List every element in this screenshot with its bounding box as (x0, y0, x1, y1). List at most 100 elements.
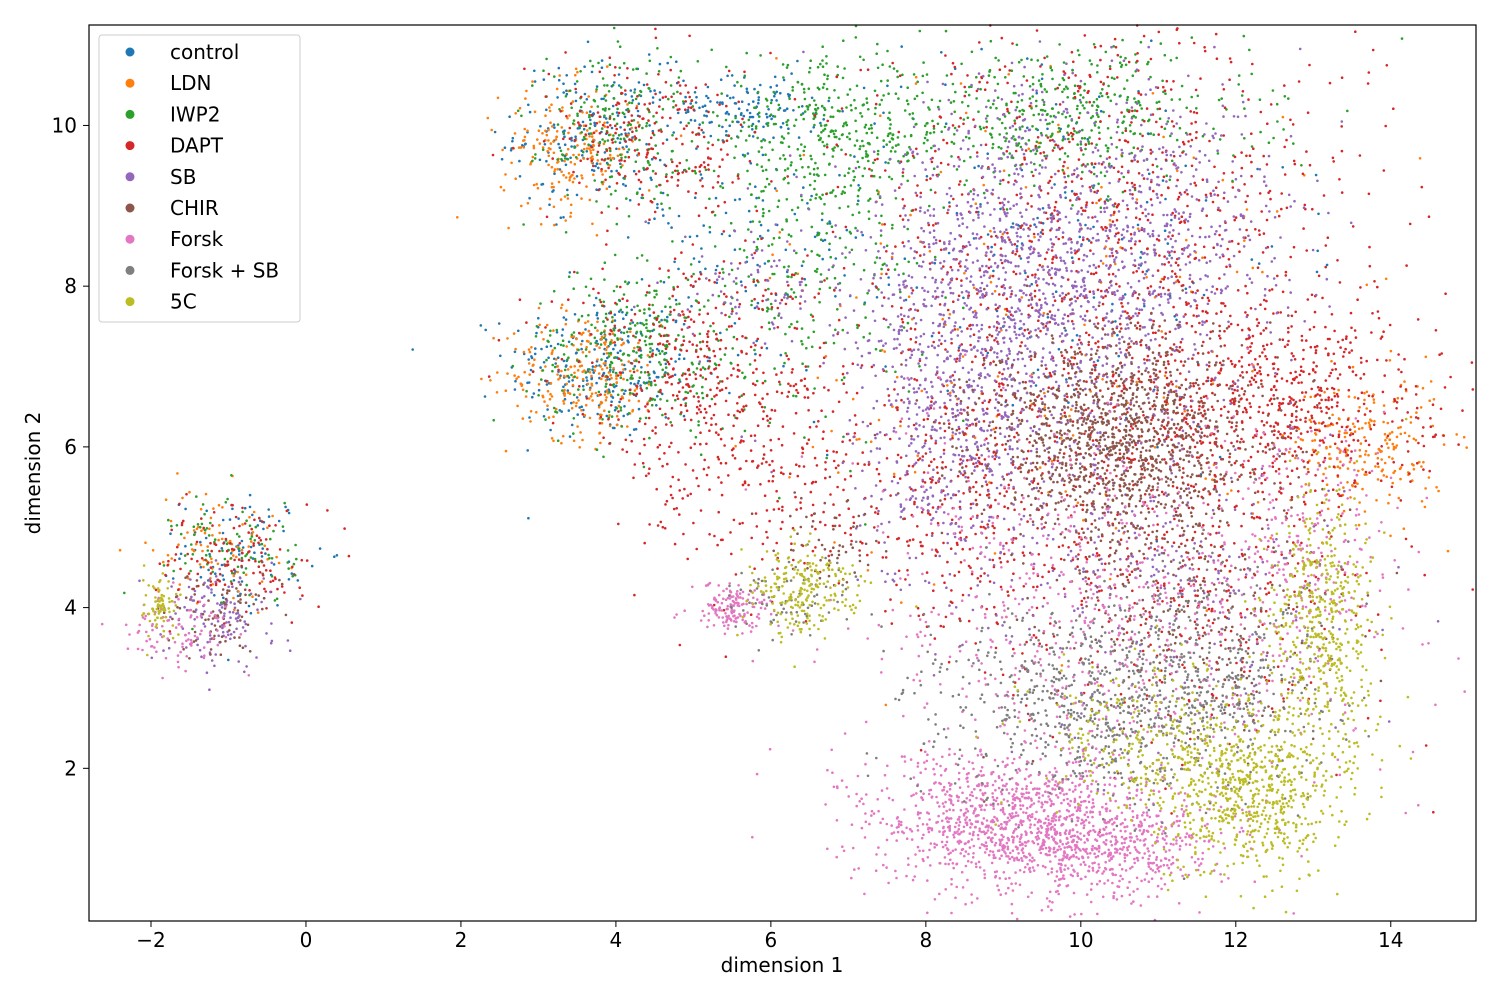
scatter-point (619, 409, 623, 412)
scatter-point (1050, 68, 1054, 72)
scatter-point (1328, 452, 1331, 456)
scatter-point (275, 555, 278, 559)
scatter-point (602, 455, 605, 459)
scatter-point (576, 425, 579, 428)
scatter-point (235, 532, 239, 536)
scatter-point (861, 174, 865, 178)
scatter-point (622, 293, 626, 296)
scatter-point (1280, 207, 1283, 211)
scatter-point (1033, 223, 1036, 226)
scatter-point (1170, 438, 1173, 442)
scatter-point (869, 440, 873, 444)
scatter-point (210, 561, 213, 564)
scatter-point (916, 309, 920, 312)
scatter-point (1176, 198, 1180, 201)
scatter-point (1262, 344, 1265, 348)
scatter-point (884, 161, 887, 164)
scatter-point (562, 385, 565, 389)
scatter-point (685, 159, 688, 162)
scatter-point (570, 401, 573, 405)
scatter-point (1174, 261, 1178, 265)
scatter-point (1195, 130, 1198, 134)
scatter-point (731, 347, 734, 350)
scatter-point (587, 397, 591, 400)
scatter-point (1019, 344, 1022, 348)
scatter-point (1075, 334, 1079, 337)
scatter-point (1102, 83, 1105, 86)
scatter-point (600, 97, 603, 101)
scatter-point (1062, 172, 1066, 175)
scatter-point (236, 570, 239, 574)
scatter-point (748, 182, 752, 186)
scatter-point (575, 175, 579, 178)
scatter-point (535, 182, 538, 186)
scatter-point (949, 101, 953, 104)
scatter-point (1120, 165, 1124, 169)
scatter-point (269, 537, 272, 541)
scatter-point (594, 326, 597, 330)
scatter-point (616, 40, 620, 43)
scatter-point (1337, 417, 1341, 420)
scatter-point (578, 446, 581, 449)
scatter-point (1066, 125, 1070, 128)
scatter-point (650, 178, 653, 182)
scatter-point (945, 141, 949, 145)
scatter-point (220, 537, 224, 541)
scatter-point (1080, 206, 1083, 210)
scatter-point (1316, 249, 1319, 253)
scatter-point (553, 223, 556, 227)
scatter-point (1146, 354, 1150, 358)
scatter-point (1071, 339, 1074, 342)
scatter-point (1308, 63, 1311, 67)
scatter-point (1061, 139, 1064, 142)
scatter-point (603, 261, 607, 265)
scatter-point (178, 557, 181, 560)
scatter-point (988, 258, 991, 261)
scatter-point (1204, 193, 1208, 197)
scatter-point (1325, 411, 1328, 415)
scatter-point (1203, 49, 1207, 53)
scatter-point (756, 90, 760, 94)
scatter-point (853, 98, 856, 102)
scatter-point (1427, 476, 1431, 479)
scatter-point (982, 191, 986, 195)
scatter-point (1024, 381, 1027, 384)
scatter-point (807, 336, 810, 339)
scatter-point (547, 416, 551, 419)
scatter-point (959, 180, 962, 183)
scatter-point (721, 267, 724, 271)
scatter-point (629, 327, 632, 331)
scatter-point (1297, 80, 1301, 83)
scatter-point (866, 154, 870, 157)
scatter-point (569, 365, 573, 369)
scatter-point (782, 76, 785, 79)
scatter-point (1057, 347, 1061, 351)
scatter-point (1332, 160, 1335, 163)
scatter-point (849, 469, 852, 473)
scatter-point (1222, 88, 1226, 91)
scatter-point (809, 198, 812, 202)
scatter-point (1388, 323, 1392, 327)
scatter-point (991, 102, 995, 106)
scatter-point (260, 555, 264, 558)
scatter-point (800, 339, 803, 343)
scatter-point (615, 384, 618, 388)
scatter-point (746, 152, 750, 155)
scatter-point (821, 193, 824, 197)
scatter-point (1345, 425, 1348, 429)
scatter-point (1101, 228, 1105, 231)
scatter-point (162, 560, 165, 564)
scatter-point (1314, 351, 1318, 355)
scatter-point (951, 124, 955, 127)
scatter-point (1246, 194, 1249, 198)
scatter-point (791, 297, 794, 301)
scatter-point (1385, 64, 1389, 67)
scatter-point (952, 142, 956, 145)
scatter-point (1124, 63, 1128, 67)
scatter-point (1262, 298, 1266, 302)
scatter-point (201, 503, 205, 506)
scatter-point (840, 133, 844, 137)
scatter-point (1347, 444, 1351, 447)
scatter-point (237, 517, 240, 520)
scatter-point (539, 302, 542, 305)
